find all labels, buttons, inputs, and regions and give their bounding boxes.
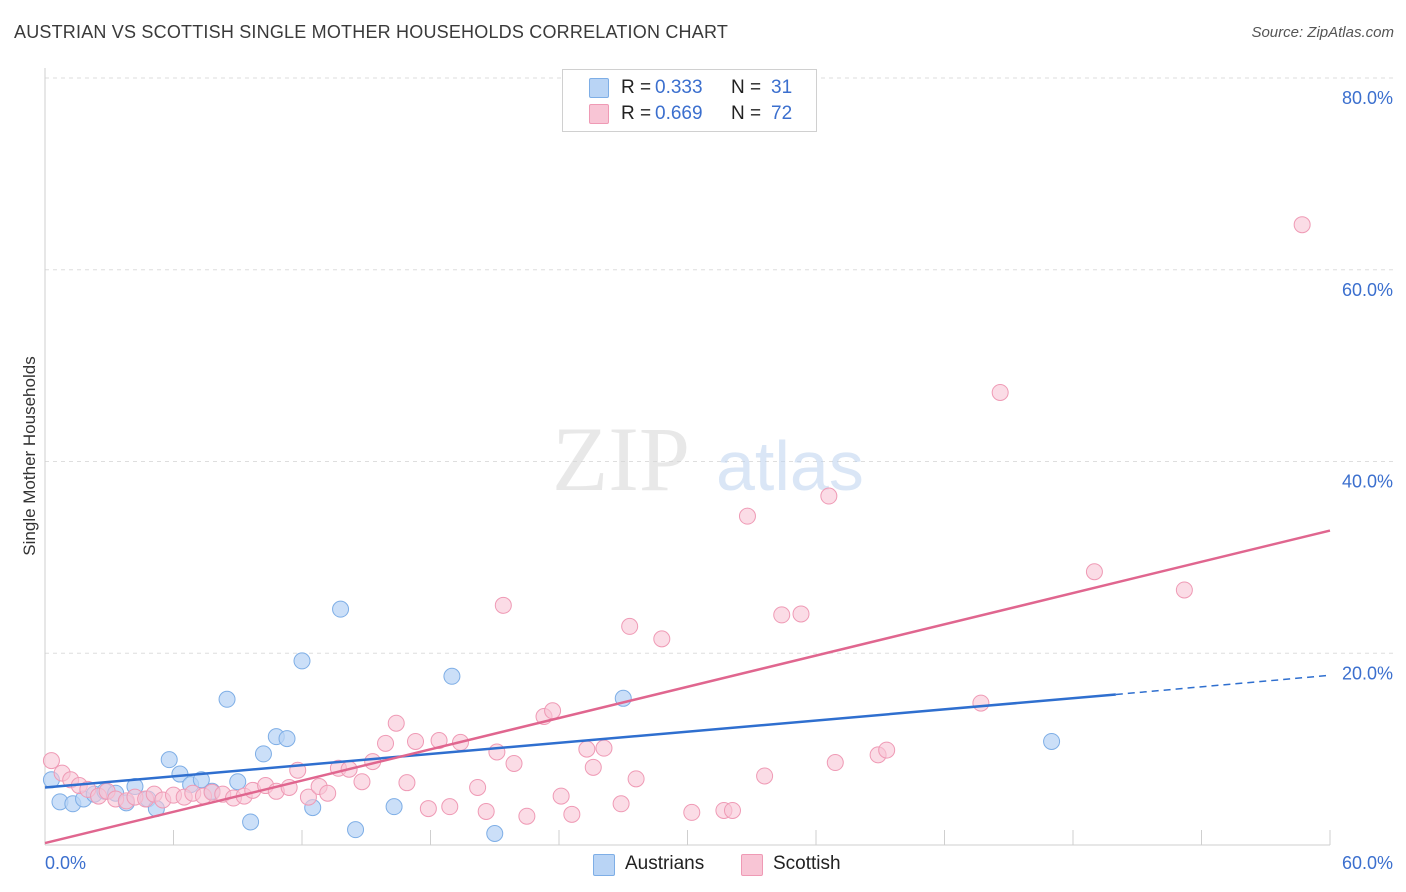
bottom-legend-label-austrians: Austrians xyxy=(625,853,705,874)
scottish-point xyxy=(878,741,896,759)
scottish-point xyxy=(595,739,613,757)
scottish-point xyxy=(494,596,512,614)
scottish-point xyxy=(584,758,602,776)
scottish-point xyxy=(653,630,671,648)
legend-r-label: R = xyxy=(621,103,652,124)
legend-r-label: R = xyxy=(621,77,652,98)
legend-swatch-scottish xyxy=(589,104,609,124)
austrians-point xyxy=(218,690,236,708)
legend-r-value: 0.669 xyxy=(655,103,703,124)
scottish-point xyxy=(42,752,60,770)
bottom-legend-scottish: Scottish xyxy=(741,853,861,877)
bottom-legend-swatch-austrians xyxy=(593,854,615,876)
scottish-point xyxy=(319,784,337,802)
x-tick-label: 0.0% xyxy=(45,853,86,873)
scottish-point xyxy=(627,770,645,788)
scottish-point xyxy=(419,800,437,818)
scottish-point xyxy=(1175,581,1193,599)
watermark-zip: ZIP xyxy=(552,408,690,510)
scottish-point xyxy=(621,617,639,635)
austrians-point xyxy=(293,652,311,670)
austrians-point xyxy=(385,798,403,816)
y-tick-label: 80.0% xyxy=(1342,88,1393,108)
scottish-point xyxy=(552,787,570,805)
scottish-point xyxy=(299,788,317,806)
austrians-point xyxy=(160,751,178,769)
scottish-point xyxy=(563,805,581,823)
scottish-trend-line xyxy=(44,529,1331,845)
austrians-point xyxy=(332,600,350,618)
austrians-point xyxy=(254,745,272,763)
x-tick-label: 60.0% xyxy=(1342,853,1393,873)
scottish-point xyxy=(407,732,425,750)
scottish-point xyxy=(544,702,562,720)
austrians-point xyxy=(278,730,296,748)
legend-n-value: 72 xyxy=(771,103,793,124)
legend-n-label: N = xyxy=(731,103,762,124)
scottish-point xyxy=(683,803,701,821)
scottish-point xyxy=(738,507,756,525)
scottish-points xyxy=(42,216,1311,825)
y-tick-label: 60.0% xyxy=(1342,280,1393,300)
grid-layer xyxy=(45,77,1393,654)
scottish-point xyxy=(387,714,405,732)
legend-row-scottish: R = 0.669 N = 72 xyxy=(563,101,816,127)
scottish-point xyxy=(612,795,630,813)
scottish-point xyxy=(1085,563,1103,581)
legend-n-label: N = xyxy=(731,77,762,98)
bottom-legend-label-scottish: Scottish xyxy=(773,853,841,874)
austrians-point xyxy=(443,667,461,685)
correlation-legend: R = 0.333 N = 31 R = 0.669 N = 72 xyxy=(562,69,817,132)
scottish-point xyxy=(826,754,844,772)
scottish-point xyxy=(353,773,371,791)
austrians-point xyxy=(486,824,504,842)
y-axis-label: Single Mother Households xyxy=(20,356,39,555)
scottish-point xyxy=(518,807,536,825)
austrians-point xyxy=(192,771,210,789)
scottish-point xyxy=(756,767,774,785)
trend-lines xyxy=(44,529,1331,845)
legend-n-value: 31 xyxy=(771,77,793,98)
scottish-point xyxy=(972,694,990,712)
austrians-trend-extension xyxy=(1115,674,1331,696)
scottish-point xyxy=(377,734,395,752)
scottish-point xyxy=(477,802,495,820)
scottish-point xyxy=(398,774,416,792)
bottom-legend-austrians: Austrians xyxy=(593,853,723,877)
austrians-point xyxy=(1043,732,1061,750)
austrians-trend-line xyxy=(44,693,1116,789)
scottish-point xyxy=(792,605,810,623)
scottish-point xyxy=(820,487,838,505)
y-tick-label: 20.0% xyxy=(1342,663,1393,683)
scottish-point xyxy=(441,798,459,816)
tick-labels: 20.0% 40.0% 60.0% 80.0% 0.0% 60.0% xyxy=(45,88,1393,873)
axis-layer xyxy=(44,68,1331,846)
austrians-point xyxy=(229,773,247,791)
scottish-point xyxy=(1293,216,1311,234)
austrians-point xyxy=(347,821,365,839)
scottish-point xyxy=(723,801,741,819)
scottish-point xyxy=(488,743,506,761)
source-credit: Source: ZipAtlas.com xyxy=(1251,24,1394,41)
scottish-point xyxy=(578,740,596,758)
scottish-point xyxy=(469,778,487,796)
scottish-point xyxy=(773,606,791,624)
legend-row-austrians: R = 0.333 N = 31 xyxy=(563,75,816,101)
watermark-atlas: atlas xyxy=(716,427,864,505)
chart-title: AUSTRIAN VS SCOTTISH SINGLE MOTHER HOUSE… xyxy=(14,22,729,42)
scottish-point xyxy=(505,755,523,773)
bottom-legend-swatch-scottish xyxy=(741,854,763,876)
austrians-point xyxy=(242,813,260,831)
y-tick-label: 40.0% xyxy=(1342,472,1393,492)
legend-r-value: 0.333 xyxy=(655,77,703,98)
scottish-point xyxy=(991,383,1009,401)
legend-swatch-austrians xyxy=(589,78,609,98)
watermark: ZIP atlas xyxy=(552,408,864,510)
